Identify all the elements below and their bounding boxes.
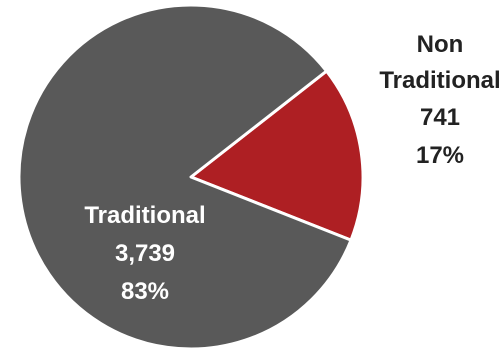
pie-slices bbox=[17, 3, 365, 349]
label-non-traditional-name-line2: Traditional bbox=[379, 67, 500, 94]
label-non-traditional: Non Traditional 741 17% bbox=[379, 31, 500, 169]
pie-slice-traditional bbox=[17, 3, 353, 349]
pie-slice-non-traditional bbox=[189, 69, 365, 242]
label-traditional-value: 3,739 bbox=[115, 240, 175, 267]
label-non-traditional-percent: 17% bbox=[416, 142, 464, 169]
label-traditional-percent: 83% bbox=[121, 278, 169, 305]
label-traditional: Traditional 3,739 83% bbox=[84, 202, 205, 305]
label-non-traditional-value: 741 bbox=[420, 104, 460, 131]
label-traditional-name: Traditional bbox=[84, 202, 205, 229]
label-non-traditional-name-line1: Non bbox=[417, 31, 464, 58]
